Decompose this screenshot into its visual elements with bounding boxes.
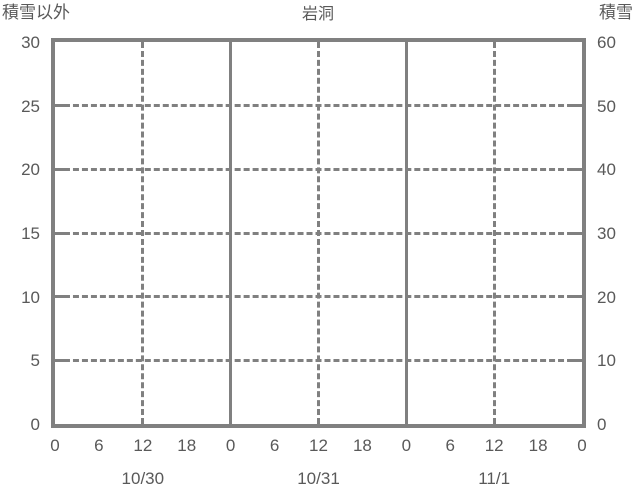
left-axis-tick-label: 30 [21, 33, 40, 52]
right-axis-tick-label: 0 [597, 415, 607, 434]
x-axis-day-label: 11/1 [478, 469, 511, 488]
x-axis-hour-label: 12 [133, 436, 153, 455]
x-axis-hour-label: 18 [528, 436, 548, 455]
right-axis-tick-label: 50 [597, 96, 616, 116]
left-axis-tick-mark [55, 104, 64, 108]
x-axis-hour-label: 18 [177, 436, 197, 455]
left-axis-tick-label: 15 [21, 224, 40, 243]
right-axis-tick-mark [573, 167, 582, 171]
left-axis-tick-mark [55, 167, 64, 171]
right-axis-title: 積雪 [599, 3, 633, 22]
x-axis-hour-label: 6 [269, 436, 280, 455]
chart-title: 岩洞 [301, 6, 334, 23]
left-axis-tick-mark [55, 295, 64, 299]
vertical-gridline [141, 42, 145, 424]
right-axis-tick-mark [573, 104, 582, 108]
vertical-gridline [317, 42, 320, 424]
x-axis-day-label: 10/31 [297, 469, 340, 488]
right-axis-tick-label: 20 [597, 287, 616, 307]
x-axis-day-label: 10/30 [121, 469, 165, 488]
left-axis-tick-label: 10 [21, 287, 40, 307]
right-axis-tick-mark [573, 358, 582, 362]
day-boundary-gridline [229, 42, 233, 424]
day-boundary-gridline [404, 42, 408, 424]
right-axis-tick-label: 10 [597, 351, 616, 371]
x-axis-hour-label: 12 [484, 436, 504, 455]
plot-inner-canvas [55, 42, 582, 424]
plot-area [51, 38, 586, 428]
right-axis-tick-label: 40 [597, 160, 616, 180]
right-axis-tick-mark [573, 295, 582, 299]
x-axis-hour-label: 18 [352, 436, 372, 455]
vertical-gridline [492, 42, 496, 424]
x-axis-hour-label: 12 [309, 436, 328, 455]
x-axis-hour-label: 0 [401, 436, 412, 455]
x-axis-hour-label: 6 [94, 436, 104, 455]
left-axis-tick-label: 25 [21, 96, 40, 116]
x-axis-hour-label: 0 [225, 436, 236, 455]
right-axis-tick-label: 30 [597, 224, 616, 243]
x-axis-hour-label: 6 [445, 436, 455, 455]
x-axis-hour-label: 0 [50, 436, 60, 455]
left-axis-tick-label: 0 [30, 415, 40, 434]
left-axis-tick-label: 20 [21, 160, 40, 180]
right-axis-tick-mark [573, 231, 582, 235]
left-axis-title: 積雪以外 [2, 3, 70, 22]
left-axis-tick-label: 5 [30, 351, 40, 371]
left-axis-tick-mark [55, 231, 64, 235]
left-axis-tick-mark [55, 358, 64, 362]
x-axis-hour-label: 0 [577, 436, 587, 455]
right-axis-tick-label: 60 [597, 33, 616, 52]
